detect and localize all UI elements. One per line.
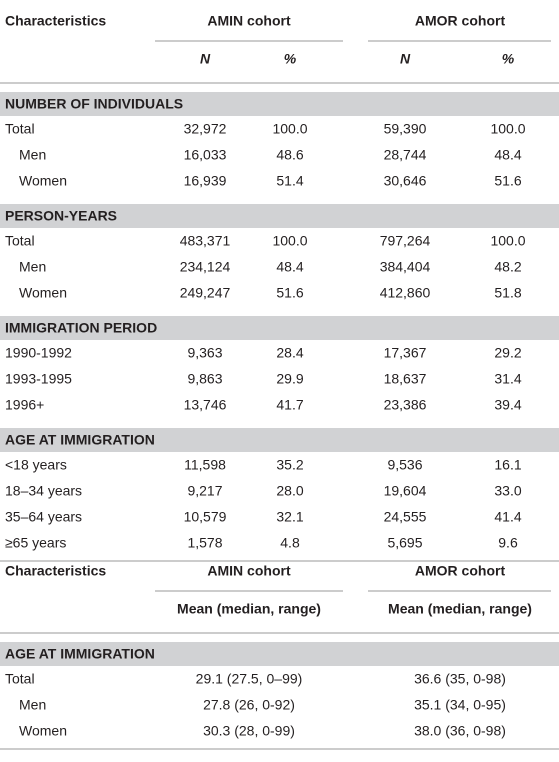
row-label: 18–34 years bbox=[5, 483, 82, 499]
subheader-cell: Mean (median, range) bbox=[388, 601, 532, 617]
cell: 28.0 bbox=[276, 483, 303, 499]
cell: 234,124 bbox=[180, 259, 231, 275]
cell: 31.4 bbox=[494, 371, 521, 387]
row-label: Total bbox=[5, 121, 35, 137]
cell: 33.0 bbox=[494, 483, 521, 499]
cell: 10,579 bbox=[184, 509, 227, 525]
cell: 100.0 bbox=[272, 121, 307, 137]
section-band bbox=[0, 642, 559, 666]
cell: 797,264 bbox=[380, 233, 431, 249]
row-label: ≥65 years bbox=[5, 535, 66, 551]
cell: 32,972 bbox=[184, 121, 227, 137]
cell: 36.6 (35, 0-98) bbox=[414, 671, 506, 687]
cell: 35.2 bbox=[276, 457, 303, 473]
section-title: AGE AT IMMIGRATION bbox=[5, 432, 155, 448]
section-title: IMMIGRATION PERIOD bbox=[5, 320, 157, 336]
cell: 29.2 bbox=[494, 345, 521, 361]
cell: 29.1 (27.5, 0–99) bbox=[196, 671, 303, 687]
row-label: Total bbox=[5, 671, 35, 687]
header-cell: Characteristics bbox=[5, 563, 106, 579]
row-label: Total bbox=[5, 233, 35, 249]
row-label: <18 years bbox=[5, 457, 67, 473]
cell: 16.1 bbox=[494, 457, 521, 473]
cell: 5,695 bbox=[387, 535, 422, 551]
cell: 51.4 bbox=[276, 173, 303, 189]
cell: 100.0 bbox=[490, 233, 525, 249]
cell: 18,637 bbox=[384, 371, 427, 387]
cell: 30.3 (28, 0-99) bbox=[203, 723, 295, 739]
cell: 249,247 bbox=[180, 285, 231, 301]
subheader-cell: % bbox=[284, 51, 297, 67]
cell: 9,863 bbox=[187, 371, 222, 387]
cell: 16,033 bbox=[184, 147, 227, 163]
section-title: PERSON-YEARS bbox=[5, 208, 117, 224]
cell: 24,555 bbox=[384, 509, 427, 525]
cell: 51.6 bbox=[494, 173, 521, 189]
section-band bbox=[0, 316, 559, 340]
section-title: NUMBER OF INDIVIDUALS bbox=[5, 96, 183, 112]
cell: 51.6 bbox=[276, 285, 303, 301]
cell: 32.1 bbox=[276, 509, 303, 525]
cell: 100.0 bbox=[490, 121, 525, 137]
cell: 9,363 bbox=[187, 345, 222, 361]
row-label: Women bbox=[19, 723, 67, 739]
row-label: Women bbox=[19, 173, 67, 189]
cell: 27.8 (26, 0-92) bbox=[203, 697, 295, 713]
cell: 9.6 bbox=[498, 535, 518, 551]
header-cell: Characteristics bbox=[5, 13, 106, 29]
section-band bbox=[0, 204, 559, 228]
row-label: 1990-1992 bbox=[5, 345, 72, 361]
cell: 4.8 bbox=[280, 535, 300, 551]
row-label: Men bbox=[19, 259, 46, 275]
subheader-cell: Mean (median, range) bbox=[177, 601, 321, 617]
cell: 23,386 bbox=[384, 397, 427, 413]
subheader-cell: N bbox=[200, 51, 211, 67]
header-cell: AMOR cohort bbox=[415, 563, 506, 579]
row-label: Women bbox=[19, 285, 67, 301]
cell: 16,939 bbox=[184, 173, 227, 189]
header-cell: AMIN cohort bbox=[207, 13, 291, 29]
section-band bbox=[0, 428, 559, 452]
section-title: AGE AT IMMIGRATION bbox=[5, 646, 155, 662]
cell: 48.4 bbox=[494, 147, 521, 163]
subheader-cell: N bbox=[400, 51, 411, 67]
section-band bbox=[0, 92, 559, 116]
row-label: 35–64 years bbox=[5, 509, 82, 525]
cell: 51.8 bbox=[494, 285, 521, 301]
cell: 100.0 bbox=[272, 233, 307, 249]
cell: 17,367 bbox=[384, 345, 427, 361]
header-cell: AMOR cohort bbox=[415, 13, 506, 29]
cell: 384,404 bbox=[380, 259, 431, 275]
cell: 59,390 bbox=[384, 121, 427, 137]
cell: 30,646 bbox=[384, 173, 427, 189]
cell: 48.6 bbox=[276, 147, 303, 163]
row-label: Men bbox=[19, 147, 46, 163]
cell: 48.2 bbox=[494, 259, 521, 275]
cell: 29.9 bbox=[276, 371, 303, 387]
cell: 9,536 bbox=[387, 457, 422, 473]
cell: 483,371 bbox=[180, 233, 231, 249]
subheader-cell: % bbox=[502, 51, 515, 67]
cell: 13,746 bbox=[184, 397, 227, 413]
header-cell: AMIN cohort bbox=[207, 563, 291, 579]
cell: 19,604 bbox=[384, 483, 427, 499]
cell: 11,598 bbox=[184, 457, 226, 473]
row-label: Men bbox=[19, 697, 46, 713]
row-label: 1993-1995 bbox=[5, 371, 72, 387]
cell: 28,744 bbox=[384, 147, 427, 163]
cell: 412,860 bbox=[380, 285, 431, 301]
cell: 35.1 (34, 0-95) bbox=[414, 697, 506, 713]
cell: 39.4 bbox=[494, 397, 521, 413]
cell: 48.4 bbox=[276, 259, 303, 275]
cell: 28.4 bbox=[276, 345, 303, 361]
cell: 1,578 bbox=[187, 535, 222, 551]
cell: 38.0 (36, 0-98) bbox=[414, 723, 506, 739]
row-label: 1996+ bbox=[5, 397, 44, 413]
cell: 41.4 bbox=[494, 509, 521, 525]
cell: 9,217 bbox=[187, 483, 222, 499]
cell: 41.7 bbox=[276, 397, 303, 413]
